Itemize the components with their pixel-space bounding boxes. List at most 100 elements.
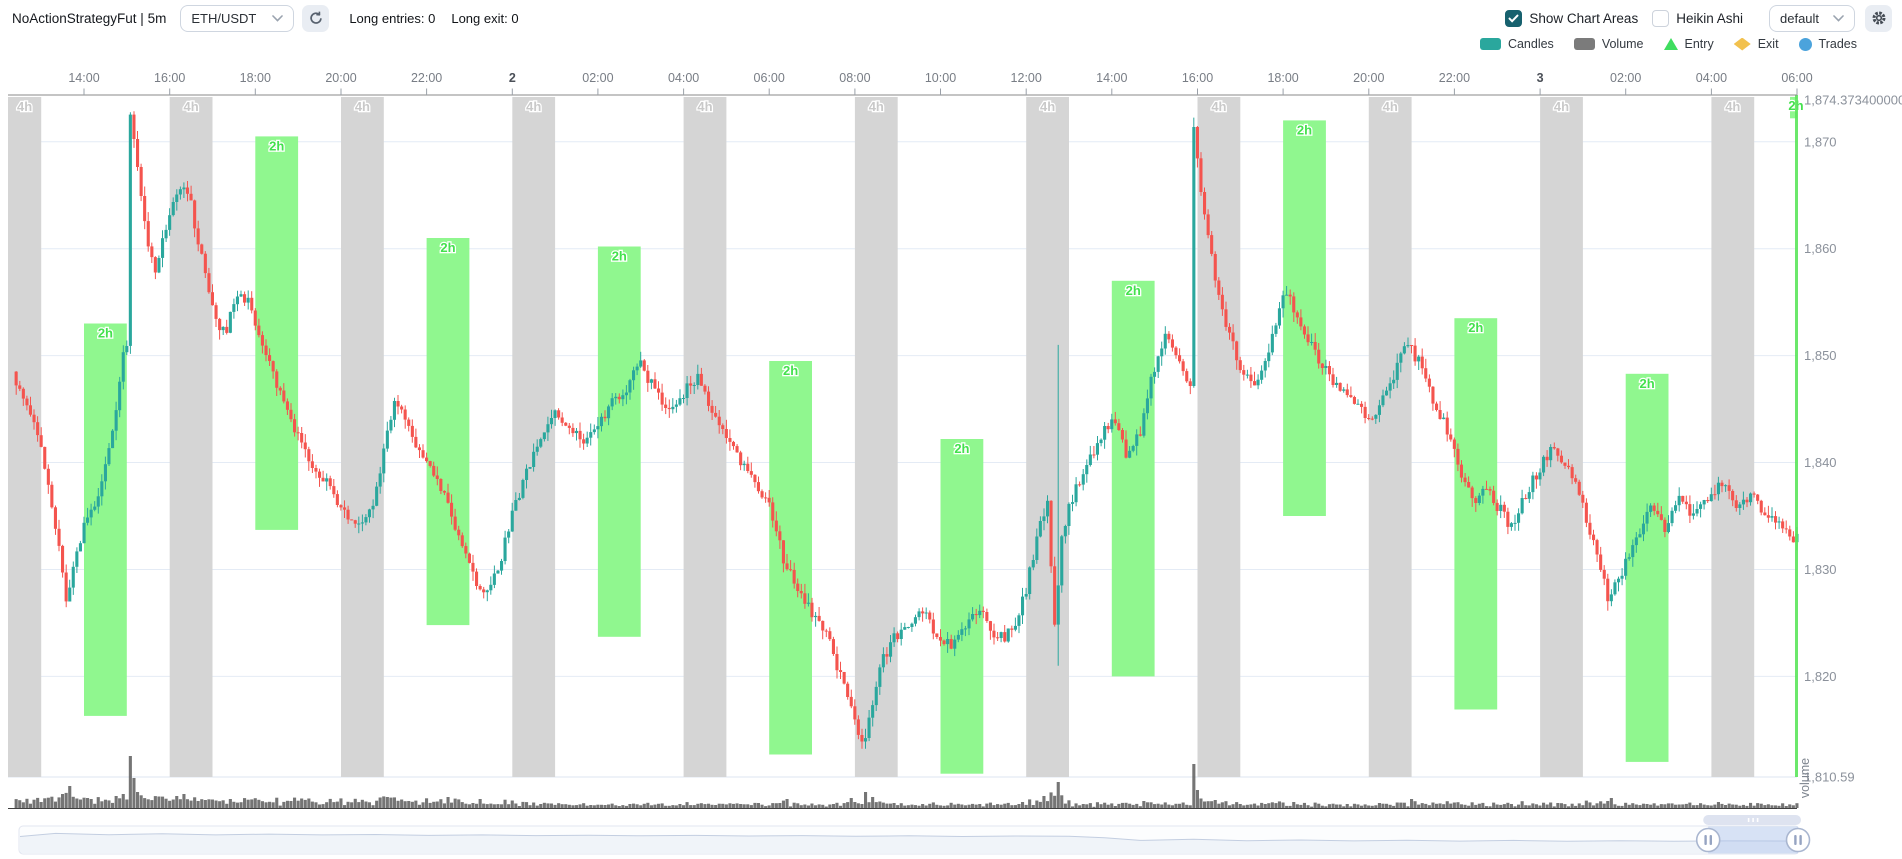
y-axis-layer: 1,874.373400000 1,870 1,860 1,850 1,840 1,830… [1804, 93, 1902, 785]
area-4h [512, 97, 556, 777]
legend-item-exit[interactable]: Exit [1733, 37, 1779, 51]
pause-icon [1704, 835, 1707, 845]
area-4h [1540, 97, 1583, 777]
datazoom-shadow-line [19, 832, 1799, 842]
area-2h-label: 2h [1297, 122, 1312, 137]
chevron-down-icon [1833, 14, 1844, 22]
area-4h-label: 4h [184, 99, 199, 114]
exit-marker-icon [1733, 37, 1751, 51]
x-tick-label: 12:00 [1011, 71, 1042, 85]
x-tick-label: 02:00 [1610, 71, 1641, 85]
volume-axis-name: volume [1798, 758, 1812, 798]
datazoom-slider[interactable] [18, 815, 1811, 855]
area-4h-label: 4h [526, 99, 541, 114]
datazoom-shadow-area [20, 833, 1798, 853]
show-chart-areas-label: Show Chart Areas [1529, 10, 1639, 26]
area-2h-label: 2h [98, 326, 113, 341]
x-tick-label: 18:00 [1267, 71, 1298, 85]
area-2h-label: 2h [1468, 320, 1483, 335]
legend-label: Trades [1818, 37, 1857, 51]
area-4h-label: 4h [697, 99, 712, 114]
strategy-title: NoActionStrategyFut | 5m [12, 10, 167, 26]
chart-options-row: Show Chart Areas Heikin Ashi default [1505, 4, 1892, 32]
legend-label: Volume [1601, 37, 1644, 51]
scrollbar-thumb[interactable] [1703, 815, 1801, 825]
volume-layer [14, 756, 1799, 808]
x-tick-label: 18:00 [240, 71, 271, 85]
area-2h [1111, 280, 1155, 677]
x-tick-label: 22:00 [411, 71, 442, 85]
show-chart-areas-checkbox[interactable] [1505, 9, 1523, 27]
area-2h-label: 2h [1126, 283, 1141, 298]
y-tick-label: 1,810.59 [1804, 770, 1855, 785]
area-2h [1454, 318, 1498, 710]
y-tick-label: 1,860 [1804, 241, 1837, 256]
datazoom-selection[interactable] [1708, 826, 1798, 854]
area-2h [255, 136, 299, 530]
long-entries-count: Long entries: 0 [349, 10, 436, 26]
y-tick-label: 1,850 [1804, 348, 1837, 363]
x-tick-label: 20:00 [325, 71, 356, 85]
area-2h-label: 2h [954, 441, 969, 456]
y-tick-label: 1,820 [1804, 669, 1837, 684]
plot-config-select[interactable]: default [1769, 4, 1855, 32]
datazoom-handle-left[interactable] [1695, 827, 1721, 853]
candles-marker-icon [1479, 38, 1501, 50]
area-2h-label: 2h [612, 249, 627, 264]
y-tick-label: 1,840 [1804, 455, 1837, 470]
x-tick-label: 3 [1537, 71, 1544, 85]
area-4h-label: 4h [869, 99, 884, 114]
plot-settings-button[interactable] [1865, 4, 1892, 32]
chevron-down-icon [272, 14, 284, 22]
trades-marker-icon [1798, 37, 1812, 51]
x-tick-label: 06:00 [754, 71, 785, 85]
area-4h [1711, 97, 1755, 777]
legend-label: Candles [1507, 37, 1554, 51]
area-4h-label: 4h [1554, 99, 1569, 114]
legend-label: Exit [1757, 37, 1779, 51]
refresh-button[interactable] [302, 4, 330, 32]
y-tick-label: 1,870 [1804, 134, 1837, 149]
heikin-ashi-checkbox[interactable] [1652, 9, 1670, 27]
legend: Candles Volume Entry Exit Trades [1460, 37, 1857, 51]
area-4h [683, 97, 727, 777]
x-tick-label: 02:00 [582, 71, 613, 85]
x-tick-label: 08:00 [839, 71, 870, 85]
toolbar-left: NoActionStrategyFut | 5m ETH/USDT Long e… [12, 4, 519, 32]
gear-icon [1871, 10, 1887, 26]
candlestick-chart-canvas[interactable]: 4h 4h 4h 4h 4h 4h 4h 4h 4h 4h 4h 2h 2h 2h 2h 2h 2h 2h 2h 2h… [0, 55, 1902, 859]
area-4h-label: 4h [1040, 99, 1055, 114]
area-2h [1625, 373, 1669, 762]
area-4h-label: 4h [17, 99, 32, 114]
long-exit-count: Long exit: 0 [451, 10, 519, 26]
x-tick-label: 10:00 [925, 71, 956, 85]
legend-item-candles[interactable]: Candles [1479, 37, 1554, 51]
pair-select-value: ETH/USDT [191, 10, 257, 26]
area-4h [854, 97, 898, 777]
area-2h [1790, 96, 1797, 119]
area-2h-label: 2h [1640, 376, 1655, 391]
area-2h-label: 2h [269, 138, 284, 153]
x-tick-label: 04:00 [668, 71, 699, 85]
legend-item-trades[interactable]: Trades [1798, 37, 1857, 51]
legend-label: Entry [1684, 37, 1714, 51]
grid-layer [8, 141, 1797, 778]
y-tick-label: 1,874.373400000 [1804, 93, 1902, 108]
area-2h [597, 246, 641, 637]
pair-select[interactable]: ETH/USDT [180, 4, 295, 32]
area-4h-label: 4h [1211, 99, 1226, 114]
area-4h [8, 97, 42, 777]
area-2h [769, 361, 812, 755]
signal-stats: Long entries: 0 Long exit: 0 [349, 11, 518, 26]
legend-item-entry[interactable]: Entry [1663, 37, 1714, 51]
area-2h [1283, 120, 1326, 517]
area-4h [1368, 97, 1412, 777]
area-4h-label: 4h [1383, 99, 1398, 114]
x-tick-label: 2 [509, 71, 516, 85]
x-tick-label: 06:00 [1781, 71, 1812, 85]
datazoom-handle-right[interactable] [1785, 827, 1811, 853]
legend-item-volume[interactable]: Volume [1573, 37, 1644, 51]
plot-config-value: default [1780, 10, 1820, 26]
area-2h [940, 439, 984, 774]
